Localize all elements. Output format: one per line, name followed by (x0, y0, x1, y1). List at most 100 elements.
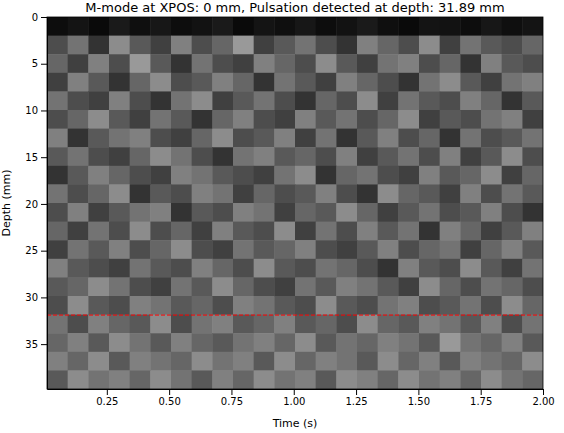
heat-cell (88, 110, 109, 129)
heat-cell (522, 259, 543, 278)
x-tick: 0.25 (96, 389, 118, 407)
heat-cell (295, 352, 316, 371)
heat-cell (254, 370, 275, 389)
heat-cell (316, 166, 337, 185)
heat-cell (440, 333, 461, 352)
heat-cell (460, 147, 481, 166)
heat-cell (68, 91, 89, 110)
heat-cell (398, 352, 419, 371)
heat-cell (130, 259, 151, 278)
heat-cell (254, 17, 275, 36)
heat-cell (522, 110, 543, 129)
heat-cell (378, 370, 399, 389)
heat-cell (295, 147, 316, 166)
heat-cell (398, 147, 419, 166)
heat-cell (47, 17, 68, 36)
heat-cell (47, 54, 68, 73)
heat-cell (274, 129, 295, 148)
heat-cell (295, 110, 316, 129)
heat-cell (295, 36, 316, 55)
heat-cell (336, 73, 357, 92)
heat-cell (171, 73, 192, 92)
heat-cell (47, 333, 68, 352)
heat-cell (357, 166, 378, 185)
heat-cell (316, 222, 337, 241)
heat-cell (150, 73, 171, 92)
heat-cell (295, 259, 316, 278)
heat-cell (254, 36, 275, 55)
heat-cell (440, 203, 461, 222)
heat-cell (109, 203, 130, 222)
heat-cell (419, 370, 440, 389)
heat-cell (357, 54, 378, 73)
heat-cell (233, 36, 254, 55)
heat-cell (398, 333, 419, 352)
x-tick-label: 1.50 (408, 396, 430, 407)
heat-cell (254, 166, 275, 185)
heat-cell (398, 277, 419, 296)
heat-cell (357, 352, 378, 371)
heat-cell (316, 296, 337, 315)
heat-cell (212, 147, 233, 166)
heat-cell (130, 203, 151, 222)
heat-cell (150, 259, 171, 278)
x-tick-label: 0.75 (221, 396, 243, 407)
heat-cell (254, 54, 275, 73)
heat-cell (460, 240, 481, 259)
heat-cell (192, 17, 213, 36)
heat-cell (212, 129, 233, 148)
heat-cell (460, 184, 481, 203)
heat-cell (192, 277, 213, 296)
heat-cell (316, 91, 337, 110)
heat-cell (212, 222, 233, 241)
y-tick-mark (41, 17, 47, 18)
heat-cell (68, 315, 89, 334)
heat-cell (440, 110, 461, 129)
heat-cell (47, 110, 68, 129)
x-tick: 1.75 (470, 389, 492, 407)
heat-cell (460, 17, 481, 36)
heat-cell (109, 91, 130, 110)
y-tick: 35 (25, 339, 47, 350)
heat-cell (419, 296, 440, 315)
heat-cell (150, 240, 171, 259)
heat-cell (130, 315, 151, 334)
heat-cell (440, 296, 461, 315)
heat-cell (522, 277, 543, 296)
heat-cell (274, 296, 295, 315)
heat-cell (357, 240, 378, 259)
heat-cell (47, 352, 68, 371)
heat-cell (192, 259, 213, 278)
heat-cell (130, 91, 151, 110)
plot-frame (47, 17, 543, 389)
heat-cell (212, 240, 233, 259)
x-tick-mark (543, 389, 544, 395)
heat-cell (192, 54, 213, 73)
heat-cell (130, 370, 151, 389)
heat-cell (254, 73, 275, 92)
y-tick-mark (41, 110, 47, 111)
heat-cell (212, 296, 233, 315)
y-axis: 05101520253035 (25, 12, 47, 390)
heat-cell (47, 315, 68, 334)
heat-cell (150, 91, 171, 110)
heat-cell (522, 333, 543, 352)
heat-cell (68, 277, 89, 296)
heat-cell (274, 73, 295, 92)
heat-cell (47, 277, 68, 296)
heat-cell (378, 54, 399, 73)
heat-cell (357, 73, 378, 92)
heat-cell (336, 296, 357, 315)
heat-cell (47, 296, 68, 315)
heat-cell (336, 54, 357, 73)
heat-cell (274, 147, 295, 166)
heat-cell (233, 110, 254, 129)
heat-cell (47, 166, 68, 185)
heat-cell (68, 259, 89, 278)
heat-cell (460, 110, 481, 129)
x-tick-mark (418, 389, 419, 395)
heat-cell (233, 73, 254, 92)
heat-cell (336, 17, 357, 36)
pulsation-line (47, 315, 543, 316)
heat-cell (336, 352, 357, 371)
